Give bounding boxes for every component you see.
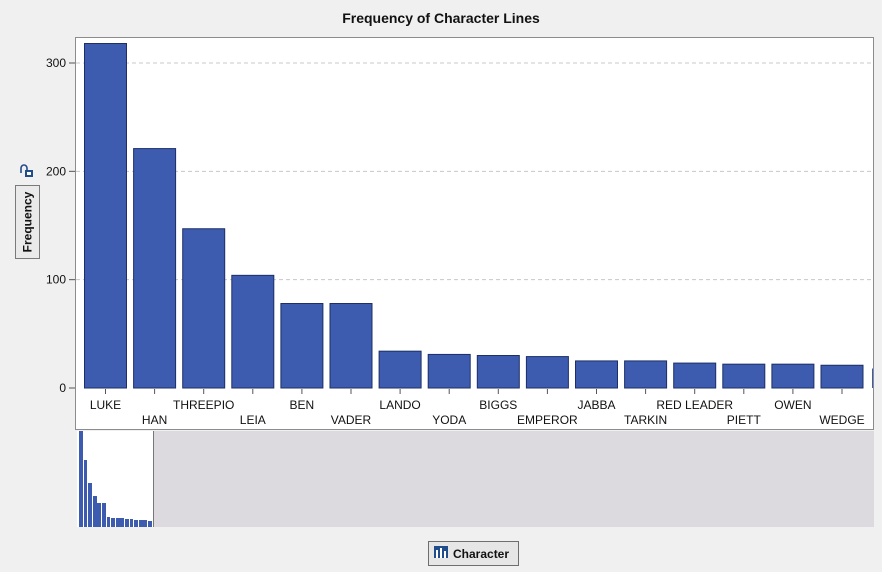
x-axis: LUKE HAN THREEPIO LEIA BEN VADER LANDO YODA BIGG… [75,389,874,430]
bar-han[interactable] [133,148,177,389]
overview-bar [125,519,129,527]
bar-leia[interactable] [231,274,275,389]
bar-threepio[interactable] [182,228,226,389]
overview-unselected-region[interactable] [153,431,874,527]
y-axis-role-button[interactable]: Frequency [15,185,40,259]
plot-area[interactable] [75,37,874,390]
overview-bar [143,520,148,527]
bar-lando[interactable] [378,350,422,389]
bar-vader[interactable] [329,303,373,389]
x-tick-label: LANDO [379,398,420,412]
overview-bar [83,460,88,527]
overview-bar [120,518,125,527]
bar-emperor[interactable] [525,356,569,389]
x-tick-label: BIGGS [479,398,517,412]
x-tick-label: THREEPIO [173,398,234,412]
overview-bar [138,520,143,527]
bar-piett[interactable] [722,363,766,389]
bar-owen[interactable] [771,363,815,389]
chart-title: Frequency of Character Lines [342,10,540,26]
x-tick-label: LUKE [90,398,121,412]
x-tick-label: VADER [331,413,372,427]
bar-red-leader[interactable] [673,362,717,389]
bar-ben[interactable] [280,303,324,389]
bar-jabba[interactable] [575,360,618,389]
overview-bar [79,431,83,527]
bar-partial [872,368,873,388]
x-axis-label: Character [453,546,510,561]
y-axis: 0 100 200 300 [46,56,75,395]
overview-bar [106,516,111,527]
y-tick-label: 100 [46,273,66,287]
x-tick-label: RED LEADER [656,398,733,412]
bar-yoda[interactable] [427,353,471,389]
x-tick-label: PIETT [727,413,762,427]
overview-bar [92,495,97,527]
bar-biggs[interactable] [476,355,520,389]
x-tick-label: HAN [142,413,167,427]
overview-bar [115,517,120,527]
x-tick-label: OWEN [774,398,811,412]
overview-bar [88,482,92,527]
y-tick-label: 200 [46,164,66,178]
overview-bar [111,517,115,527]
x-tick-label: BEN [290,398,315,412]
overview-bar [97,503,102,527]
bar-wedge[interactable] [820,364,864,389]
bar-luke[interactable] [84,43,127,389]
x-tick-label: EMPEROR [517,413,578,427]
bar-tarkin[interactable] [624,360,668,389]
overview-bar [148,520,152,527]
overview-panel[interactable] [77,431,874,527]
x-tick-label: JABBA [577,398,615,412]
y-tick-label: 300 [46,56,66,70]
x-tick-label: TARKIN [624,413,667,427]
x-axis-role-button[interactable]: Character [428,541,519,566]
overview-bar [134,520,138,527]
y-tick-label: 0 [59,381,66,395]
x-tick-label: WEDGE [819,413,864,427]
bar-chart-icon [434,546,448,561]
x-tick-label: LEIA [240,413,266,427]
overview-bar [102,503,106,527]
lock-icon[interactable] [19,163,35,179]
overview-bar [129,519,134,527]
x-tick-label: YODA [432,413,466,427]
